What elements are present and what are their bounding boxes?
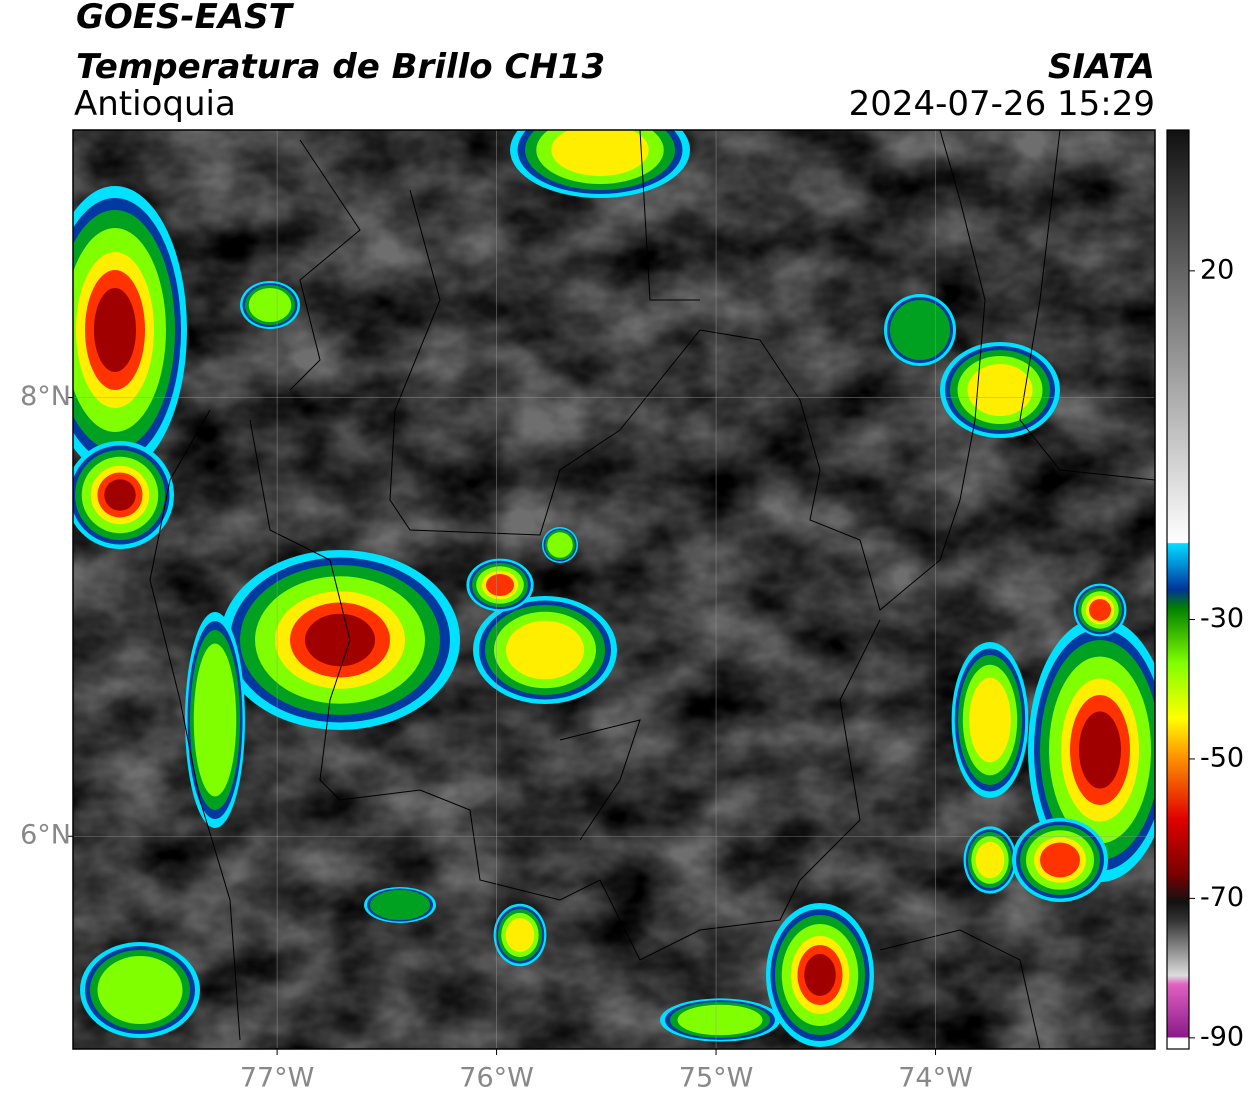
storm-cell xyxy=(104,479,136,511)
storm-cell xyxy=(890,300,950,360)
colorbar-tick-label: -50 xyxy=(1200,742,1244,773)
map-frame xyxy=(72,129,1156,1050)
storm-cell xyxy=(486,574,514,596)
axes: 77°W 76°W 75°W 74°W 6°N 8°N xyxy=(20,381,973,1093)
storm-cell xyxy=(248,288,292,322)
cloud-texture xyxy=(73,130,1155,1049)
storm-cell xyxy=(967,364,1033,416)
storm-cell xyxy=(370,890,430,920)
storm-cell xyxy=(969,677,1011,763)
storm-cells xyxy=(73,130,1155,1047)
storm-cell xyxy=(804,954,836,996)
colorbar-tick-label: -90 xyxy=(1200,1021,1244,1052)
storm-cell xyxy=(551,130,649,176)
x-tick-label: 76°W xyxy=(459,1063,534,1094)
y-tick-label: 6°N xyxy=(20,820,71,851)
storm-cell xyxy=(193,643,237,797)
storm-cell xyxy=(677,1004,763,1036)
borders xyxy=(149,130,1155,1049)
colorbar-tick-label: -70 xyxy=(1200,882,1244,913)
source: SIATA xyxy=(1048,47,1155,87)
storm-cell xyxy=(547,532,573,558)
x-tick-label: 75°W xyxy=(679,1063,754,1094)
colorbar-tick-label: 20 xyxy=(1200,254,1234,285)
storm-cell xyxy=(94,288,136,372)
storm-cell xyxy=(1089,599,1111,621)
storm-cell xyxy=(1079,711,1121,789)
x-tick-label: 77°W xyxy=(240,1063,315,1094)
colorbar xyxy=(1166,129,1190,1050)
datetime: 2024-07-26 15:29 xyxy=(849,84,1155,124)
x-tick-label: 74°W xyxy=(898,1063,973,1094)
storm-cell xyxy=(505,918,535,952)
storm-cell xyxy=(305,613,375,667)
subtitle: Temperatura de Brillo CH13 xyxy=(76,47,605,87)
map-image xyxy=(73,130,1155,1049)
storm-cell xyxy=(975,841,1005,879)
storm-cell xyxy=(97,956,183,1024)
colorbar-tick-label: -30 xyxy=(1200,603,1244,634)
storm-cell xyxy=(1040,842,1080,878)
y-tick-label: 8°N xyxy=(20,381,71,412)
storm-cell xyxy=(506,620,584,680)
title: GOES-EAST xyxy=(76,0,295,37)
region: Antioquia xyxy=(74,84,236,124)
